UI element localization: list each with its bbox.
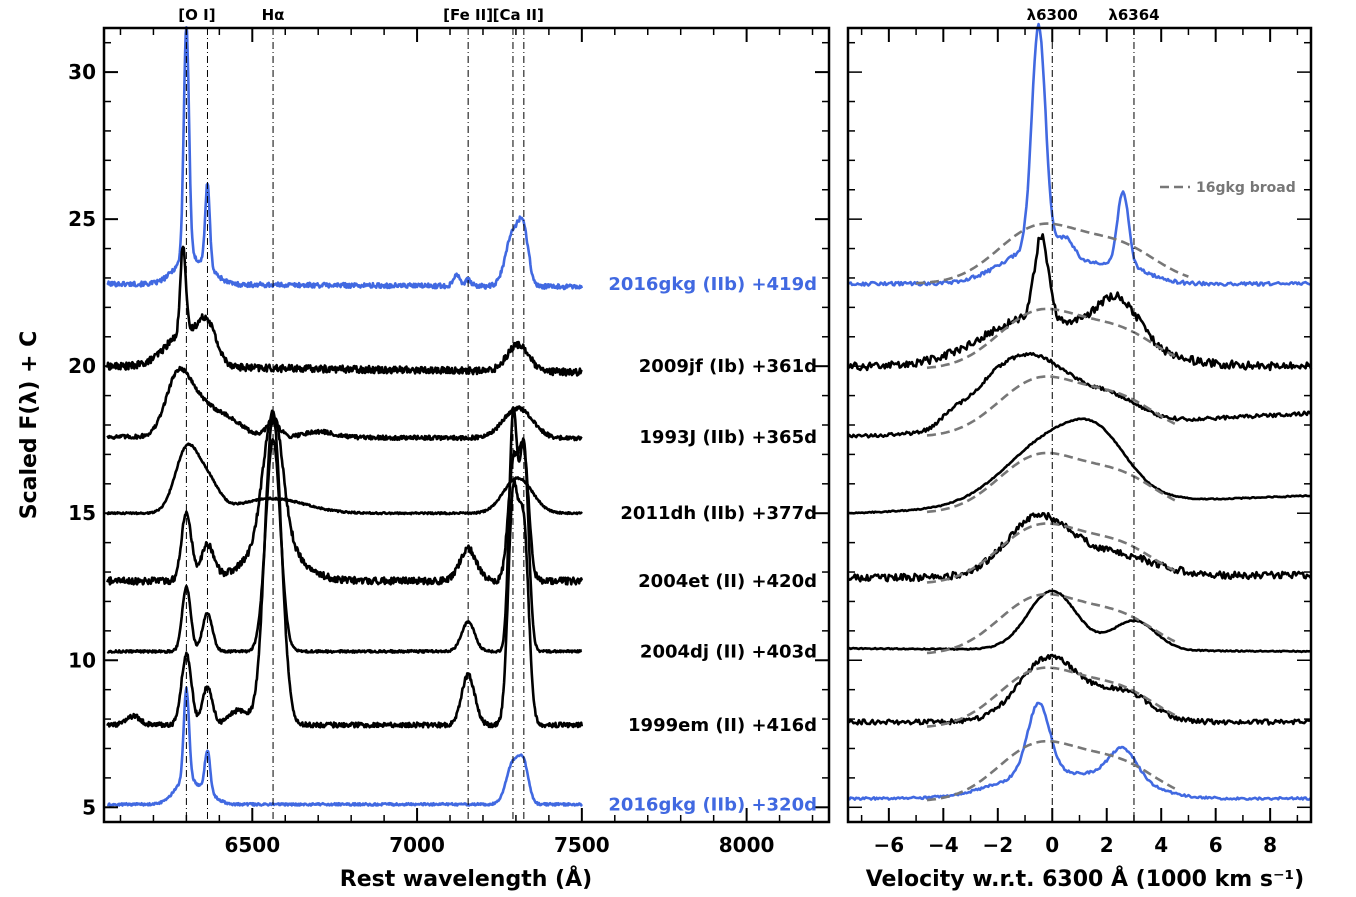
spectrum-line: [106, 409, 584, 586]
broad-template-line: [916, 222, 1189, 285]
x-tick-label: 4: [1154, 833, 1168, 857]
broad-template-line: [926, 375, 1176, 437]
line-marker-label: λ6364: [1108, 6, 1159, 24]
line-marker-label: λ6300: [1027, 6, 1078, 24]
broad-template-line: [926, 592, 1176, 655]
velocity-line: [847, 22, 1312, 287]
spectrum-line: [106, 26, 584, 291]
series-label: 2004et (II) +420d: [638, 571, 817, 592]
y-tick-label: 25: [68, 207, 96, 231]
line-marker-label: [O I]: [178, 6, 215, 24]
x-tick-label: −4: [928, 833, 959, 857]
x-tick-label: −6: [874, 833, 905, 857]
y-tick-label: 5: [82, 795, 96, 819]
series-label: 1993J (IIb) +365d: [639, 427, 817, 448]
velocity-line: [848, 653, 1312, 726]
x-tick-label: 6500: [224, 833, 280, 857]
spectrum-line: [106, 245, 583, 377]
x-tick-label: 2: [1100, 833, 1114, 857]
y-axis-title: Scaled F(λ) + C: [17, 331, 42, 520]
spectrum-line: [106, 442, 583, 516]
right-x-axis-title: Velocity w.r.t. 6300 Å (1000 km s⁻¹): [866, 866, 1305, 892]
series-label: 2011dh (IIb) +377d: [620, 503, 817, 524]
right-axis-ticks: −6 −4 −2 0 2 4 6 8: [848, 28, 1311, 857]
series-label: 1999em (II) +416d: [628, 715, 817, 736]
velocity-line: [847, 511, 1313, 583]
y-tick-label: 15: [68, 501, 96, 525]
legend-label: 16gkg broad: [1196, 180, 1296, 196]
velocity-line: [847, 589, 1312, 654]
spectrum-line: [106, 365, 583, 442]
velocity-line: [847, 417, 1311, 515]
x-tick-label: −2: [982, 833, 1013, 857]
left-panel: [O I] Hα [Fe II] [Ca II] 6500 7000 7500 8000 5 1…: [68, 6, 831, 857]
line-marker-label: [Fe II]: [443, 6, 493, 24]
spectrum-line: [106, 413, 584, 729]
right-line-markers: λ6300 λ6364: [1027, 6, 1160, 822]
line-marker-label: Hα: [262, 6, 285, 24]
x-tick-label: 7500: [554, 833, 610, 857]
series-label: 2009jf (Ib) +361d: [639, 356, 817, 377]
right-plot-frame: [846, 26, 1313, 824]
x-tick-label: 0: [1045, 833, 1059, 857]
x-tick-label: 6: [1209, 833, 1223, 857]
left-spectra: [106, 26, 584, 807]
line-marker-label: [Ca II]: [493, 6, 544, 24]
x-tick-label: 8000: [719, 833, 775, 857]
left-line-markers: [O I] Hα [Fe II] [Ca II]: [178, 6, 544, 822]
broad-template-line: [926, 739, 1176, 802]
velocity-line: [847, 701, 1313, 801]
left-plot-frame: [102, 26, 831, 824]
spectrum-line: [106, 406, 583, 654]
series-label: 2004dj (II) +403d: [640, 641, 817, 662]
series-label: 2016gkg (IIb) +419d: [608, 274, 817, 295]
velocity-line: [846, 351, 1313, 439]
x-tick-label: 7000: [389, 833, 445, 857]
y-tick-label: 10: [68, 648, 96, 672]
series-label: 2016gkg (IIb) +320d: [608, 794, 817, 815]
broad-template-line: [926, 451, 1176, 514]
x-tick-label: 8: [1263, 833, 1277, 857]
left-sn-labels: 2016gkg (IIb) +419d 2009jf (Ib) +361d 1993…: [608, 274, 817, 816]
right-spectra: [846, 22, 1313, 802]
left-x-axis-title: Rest wavelength (Å): [340, 866, 592, 892]
legend: 16gkg broad: [1160, 180, 1296, 196]
y-tick-label: 30: [68, 60, 96, 84]
right-panel: λ6300 λ6364 −6 −4 −2 0 2 4 6 8 16gkg broad: [846, 6, 1313, 857]
y-tick-label: 20: [68, 354, 96, 378]
